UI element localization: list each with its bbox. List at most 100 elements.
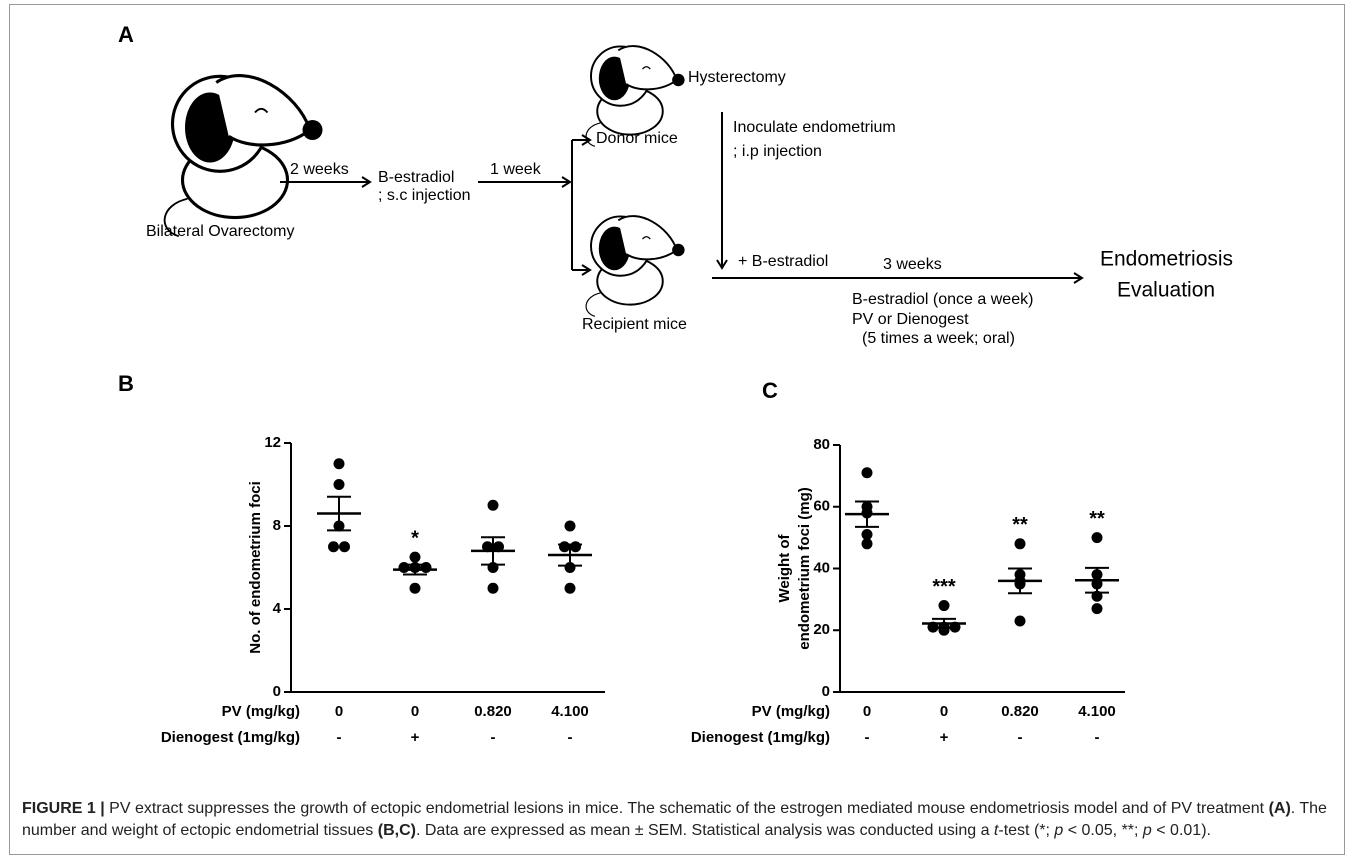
caption-text: t: [993, 822, 999, 839]
diagram-label: ; i.p injection: [733, 143, 822, 160]
x-tick-label: 0.820: [474, 703, 512, 720]
x-tick-label: 4.100: [551, 703, 589, 720]
figure: A Bilateral Ovarectomy 2 weeks B-estradi…: [118, 22, 1233, 746]
x-tick-label: 0: [335, 703, 343, 720]
x-tick-label: -: [491, 729, 496, 746]
diagram-label: Evaluation: [1117, 279, 1215, 302]
data-point: [938, 600, 950, 612]
x-tick-label: 4.100: [1078, 703, 1116, 720]
y-tick-label: 4: [273, 600, 282, 617]
caption-text: PV extract suppresses the growth of ecto…: [109, 800, 1269, 817]
caption-text: p: [1142, 822, 1152, 839]
data-point: [861, 467, 873, 479]
sem-bar: [403, 563, 427, 576]
caption-text: . Data are expressed as mean ± SEM. Stat…: [415, 822, 994, 839]
y-tick-label: 0: [273, 683, 281, 700]
sem-bar: [932, 617, 956, 630]
sem-bar: [1085, 566, 1109, 594]
data-point: [564, 520, 576, 532]
x-tick-label: -: [568, 729, 573, 746]
diagram-label: + B-estradiol: [738, 253, 828, 270]
diagram-label: B-estradiol: [378, 169, 454, 186]
sem-bar: [558, 543, 582, 567]
data-point: [333, 479, 345, 490]
figure-frame: [9, 4, 1345, 855]
caption-text: < 0.01).: [1151, 822, 1211, 839]
x-tick-label: 0: [863, 703, 871, 720]
diagram-label: B-estradiol (once a week): [852, 291, 1033, 308]
data-point: [559, 541, 570, 553]
data-point: [1014, 538, 1026, 550]
caption: FIGURE 1 | PV extract suppresses the gro…: [22, 798, 1332, 842]
data-point: [328, 541, 339, 553]
data-point: [487, 499, 499, 511]
arrows: [280, 112, 1084, 284]
y-axis-label: endometrium foci (mg): [796, 487, 813, 650]
data-point: [861, 529, 873, 541]
x-tick-label: -: [337, 729, 342, 746]
mouse-icon: [585, 215, 686, 318]
data-point: [1014, 615, 1026, 627]
data-point: [333, 458, 345, 470]
significance: ***: [932, 576, 956, 598]
diagram-label: Inoculate endometrium: [733, 119, 896, 136]
row-label: PV (mg/kg): [222, 703, 300, 720]
y-tick-label: 0: [822, 683, 830, 700]
panel-label: A: [118, 22, 134, 47]
panel-label: C: [762, 378, 778, 403]
x-tick-label: -: [1018, 729, 1023, 746]
diagram-label: PV or Dienogest: [852, 311, 969, 328]
caption-text: (A): [1268, 800, 1291, 817]
data-point: [409, 551, 421, 563]
sem-bar: [1008, 567, 1032, 595]
significance: **: [1012, 514, 1028, 536]
diagram-label: Bilateral Ovarectomy: [146, 223, 295, 240]
caption-text: FIGURE 1 |: [22, 800, 110, 817]
caption-text: (B,C): [377, 822, 416, 839]
diagram-label: 1 week: [490, 161, 542, 178]
y-tick-label: 80: [813, 436, 830, 453]
x-tick-label: +: [411, 729, 420, 746]
y-tick-label: 60: [813, 498, 830, 515]
row-label: PV (mg/kg): [752, 703, 830, 720]
row-label: Dienogest (1mg/kg): [691, 729, 830, 746]
caption-text: . The number and weight of ectopic endom…: [22, 800, 1327, 839]
x-tick-label: 0.820: [1001, 703, 1039, 720]
data-point: [570, 541, 581, 553]
sem-bar: [855, 500, 879, 528]
data-point: [861, 538, 873, 550]
y-tick-label: 20: [813, 621, 830, 638]
y-tick-label: 8: [273, 517, 281, 534]
diagram-labels: Bilateral Ovarectomy 2 weeks B-estradiol…: [146, 69, 1233, 347]
significance: *: [411, 527, 419, 549]
diagram-label: Endometriosis: [1100, 248, 1233, 271]
y-tick-label: 40: [813, 559, 830, 576]
x-tick-label: 0: [411, 703, 419, 720]
panel-label: B: [118, 371, 134, 396]
data-point: [1091, 603, 1103, 615]
sem-bar: [327, 495, 351, 532]
y-axis-label: No. of endometrium foci: [247, 481, 264, 654]
caption-text: -test (*;: [998, 822, 1055, 839]
x-tick-label: 0: [940, 703, 948, 720]
diagram-label: 2 weeks: [290, 161, 349, 178]
data-point: [493, 541, 504, 553]
diagram-label: (5 times a week; oral): [862, 330, 1015, 347]
y-tick-label: 12: [264, 434, 281, 451]
data-point: [564, 582, 576, 594]
data-point: [482, 541, 493, 553]
caption-text: < 0.05, **;: [1063, 822, 1143, 839]
data-point: [487, 582, 499, 594]
diagram-label: Donor mice: [596, 130, 678, 147]
diagram-label: Recipient mice: [582, 316, 687, 333]
x-tick-label: +: [940, 729, 949, 746]
diagram-label: ; s.c injection: [378, 187, 470, 204]
y-axis-label: Weight of: [776, 533, 793, 602]
row-label: Dienogest (1mg/kg): [161, 729, 300, 746]
data-point: [1091, 532, 1103, 544]
data-point: [409, 582, 421, 594]
diagram-label: Hysterectomy: [688, 69, 786, 86]
caption-text: p: [1054, 822, 1064, 839]
sem-bar: [481, 536, 505, 566]
